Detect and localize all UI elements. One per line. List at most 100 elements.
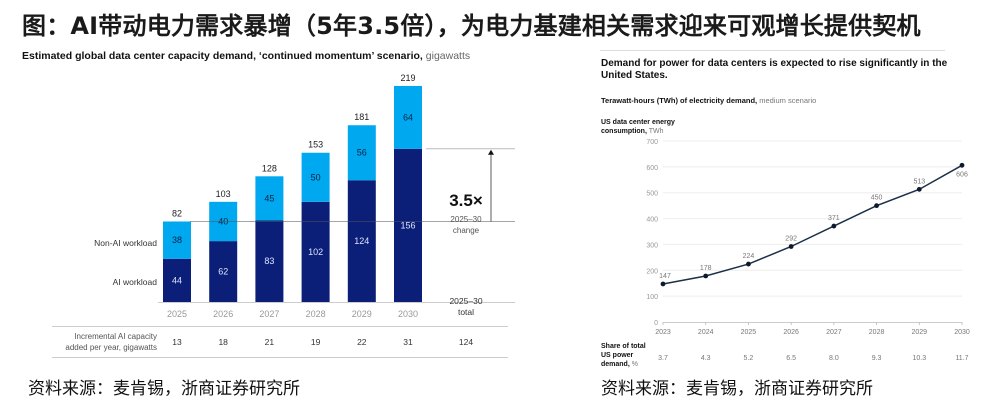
share-value-2023: 3.7 [658,355,668,362]
line-marks: 147 178 224 292 371 450 513 606 [659,162,968,287]
stacked-bar-chart: 4438822025136240103202618834512820272110… [52,73,515,358]
bar-ai-2025 [163,258,191,302]
share-label-unit: % [629,361,638,368]
x-tick-2026: 2026 [783,329,799,336]
bar-marks: 4438822025136240103202618834512820272110… [52,73,515,358]
point-label-2029: 513 [913,178,925,185]
x-tick-2025: 2025 [167,309,187,319]
y-tick-200: 200 [646,268,658,275]
label-total-2030: 219 [400,73,415,83]
x-tick-2028: 2028 [869,329,885,336]
legend-non-ai: Non-AI workload [94,238,157,248]
right-chart-title: Demand for power for data centers is exp… [601,58,948,81]
x-tick-2024: 2024 [698,329,714,336]
point-2023 [660,281,666,287]
left-chart-subtitle: Estimated global data center capacity de… [22,50,470,62]
row-value-2025: 13 [172,337,182,347]
left-source-note: 资料来源：麦肯锡，浙商证券研究所 [28,379,300,399]
bar-non-ai-2025 [163,221,191,259]
label-ai-2030: 156 [400,220,415,230]
row-value-2028: 19 [311,337,321,347]
change-annotation-line2: change [453,226,480,235]
label-non-ai-2028: 50 [311,172,321,182]
right-panel-divider [600,50,945,51]
right-subtitle-scenario: medium scenario [757,96,817,105]
point-label-2024: 178 [700,265,712,272]
row-label-line1: Incremental AI capacity [74,332,157,341]
point-label-2025: 224 [743,253,755,260]
share-row-label: Share of total US power demand, % [601,342,646,369]
row-total-value: 124 [459,337,473,347]
right-source-note: 资料来源：麦肯锡，浙商证券研究所 [601,379,873,399]
row-value-2029: 22 [357,337,367,347]
label-ai-2027: 83 [264,256,274,266]
row-value-2027: 21 [265,337,275,347]
label-ai-2029: 124 [354,236,369,246]
label-non-ai-2029: 56 [357,148,367,158]
point-label-2028: 450 [871,195,883,202]
point-label-2026: 292 [785,235,797,242]
label-ai-2025: 44 [172,275,182,285]
y-tick-0: 0 [654,320,658,327]
label-non-ai-2025: 38 [172,235,182,245]
label-ai-2028: 102 [308,247,323,257]
x-tick-2025: 2025 [741,329,757,336]
point-2025 [746,261,751,267]
x-tick-2029: 2029 [352,309,372,319]
row-value-2030: 31 [403,337,413,347]
total-header-line1: 2025–30 [449,296,482,306]
x-tick-2029: 2029 [911,329,927,336]
label-total-2026: 103 [216,189,231,199]
right-subtitle-bold: Terawatt-hours (TWh) of electricity dema… [601,96,758,105]
left-subtitle-bold: Estimated global data center capacity de… [22,50,423,62]
point-2024 [703,273,709,279]
bar-ai-2030 [394,148,422,302]
share-value-2027: 8.0 [829,355,839,362]
bar-non-ai-2027 [255,176,284,221]
bar-ai-2028 [301,201,330,302]
bar-ai-2026 [209,241,238,302]
label-total-2029: 181 [354,112,369,122]
right-y-axis-label: US data center energy consumption, TWh [601,118,675,136]
share-value-2029: 10.3 [912,355,926,362]
label-non-ai-2027: 45 [264,193,274,203]
share-label-line1: Share of total [601,343,646,350]
label-total-2025: 82 [172,208,182,218]
page-title: 图：AI带动电力需求暴增（5年3.5倍），为电力基建相关需求迎来可观增长提供契机 [22,12,921,40]
row-label-line2: added per year, gigawatts [65,343,157,352]
y-label-line1: US data center energy [601,119,675,126]
share-label-line3: demand, [601,361,630,368]
label-ai-2026: 62 [218,267,228,277]
x-tick-2030: 2030 [398,309,418,319]
y-tick-500: 500 [646,191,658,198]
point-2026 [788,244,794,249]
left-subtitle-unit: gigawatts [422,50,471,62]
right-chart-subtitle: Terawatt-hours (TWh) of electricity dema… [601,96,816,105]
line-series-us-demand [662,164,963,285]
label-total-2028: 153 [308,140,323,150]
share-value-2026: 6.5 [786,355,796,362]
x-tick-2023: 2023 [655,329,671,336]
label-total-2027: 128 [262,163,277,173]
change-annotation-line1: 2025–30 [450,215,482,224]
point-label-2030: 606 [956,171,968,178]
total-header-line2: total [458,307,474,317]
point-2030 [959,162,965,168]
x-tick-2027: 2027 [259,309,279,319]
x-tick-2028: 2028 [306,309,326,319]
share-value-2030: 11.7 [955,355,968,362]
y-tick-400: 400 [646,217,658,224]
share-label-line2: US power [601,352,634,359]
bar-non-ai-2029 [347,125,376,181]
share-value-2025: 5.2 [744,355,754,362]
share-value-2024: 4.3 [701,355,711,362]
y-tick-300: 300 [646,242,658,249]
share-value-2028: 9.3 [872,355,882,362]
point-2027 [831,223,837,229]
bar-non-ai-2028 [301,152,330,202]
x-tick-2027: 2027 [826,329,842,336]
change-annotation-value: 3.5× [449,191,483,210]
y-tick-600: 600 [646,165,658,172]
line-grid: 0 100 200 300 400 500 600 700 2023 3.7 2024 4.3 2025… [646,139,970,362]
y-label-line2: consumption, [601,128,647,135]
